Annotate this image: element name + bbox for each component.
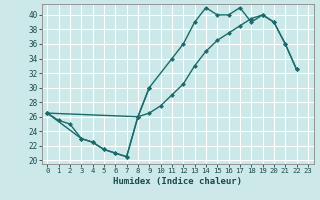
X-axis label: Humidex (Indice chaleur): Humidex (Indice chaleur) — [113, 177, 242, 186]
